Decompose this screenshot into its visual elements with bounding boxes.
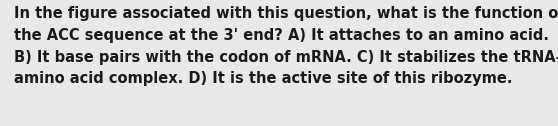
Text: In the figure associated with this question, what is the function of
the ACC seq: In the figure associated with this quest…: [14, 6, 558, 86]
